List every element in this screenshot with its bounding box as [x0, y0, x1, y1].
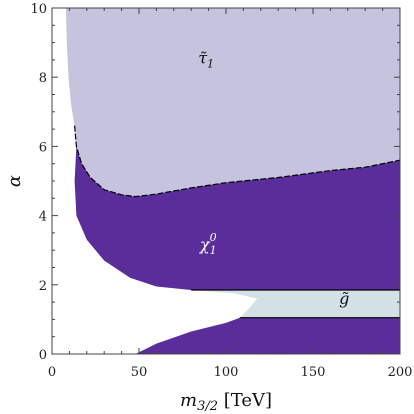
- neutralino-region: [74, 146, 400, 290]
- x-tick-label: 100: [214, 365, 239, 380]
- y-tick-label: 8: [39, 71, 47, 86]
- x-axis-title-unit: [TeV]: [218, 390, 272, 411]
- neutralino-region-label: χ0 1: [199, 231, 217, 257]
- neutralino-label-sub: 1: [210, 244, 217, 257]
- stau-region-label: τ̃1: [198, 48, 214, 70]
- stau-label-sub: 1: [207, 57, 214, 70]
- stau-boundary-line: [74, 125, 400, 198]
- x-tick-label: 200: [388, 365, 413, 380]
- x-tick-label: 0: [48, 365, 56, 380]
- y-tick-label: 2: [39, 279, 47, 294]
- gluino-region-label: g̃: [339, 289, 349, 308]
- gluino-region: [191, 290, 400, 318]
- y-tick-label: 6: [39, 140, 47, 155]
- x-axis-title: m3/2 [TeV]: [180, 390, 272, 414]
- x-tick-label: 50: [131, 365, 148, 380]
- x-axis-title-sub: 3/2: [197, 399, 218, 414]
- plot-frame: [51, 7, 401, 355]
- neutralino-label-sup: 0: [210, 231, 217, 244]
- y-tick-label: 10: [30, 2, 47, 17]
- y-axis-title: α: [4, 175, 25, 187]
- stau-label-main: τ̃: [198, 48, 208, 67]
- x-tick-label: 150: [301, 365, 326, 380]
- stau-region: [65, 8, 400, 197]
- neutralino-label-main: χ: [199, 235, 211, 254]
- y-tick-label: 4: [39, 210, 47, 225]
- x-axis-title-main: m: [180, 390, 197, 411]
- neutralino-low-region: [135, 317, 400, 354]
- y-tick-label: 0: [39, 348, 47, 363]
